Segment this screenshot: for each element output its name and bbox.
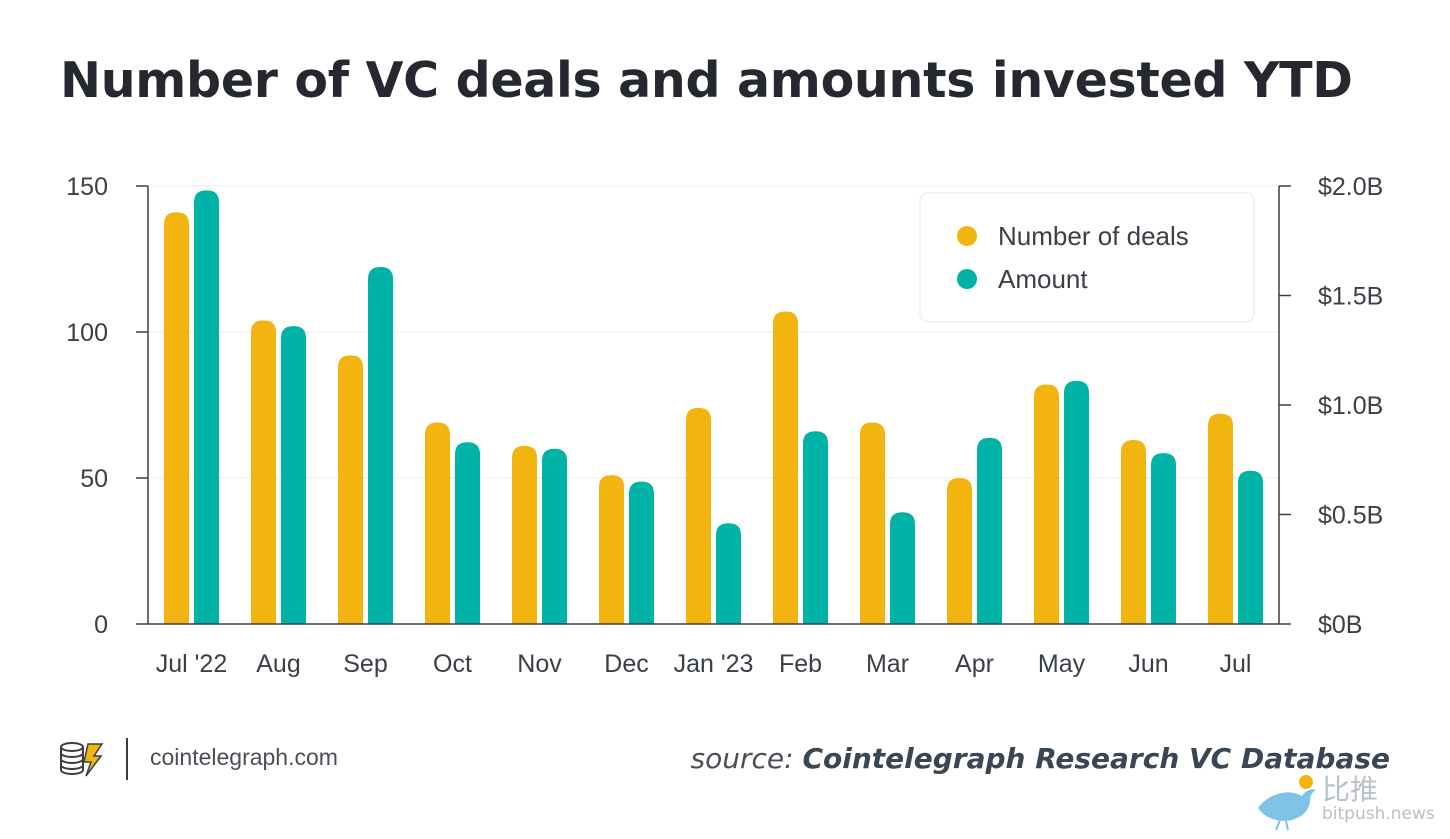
source-name: Cointelegraph Research VC Database <box>802 742 1390 775</box>
bar-amount <box>455 442 480 624</box>
x-tick-label: Oct <box>433 650 472 678</box>
bar-number-of-deals <box>425 422 450 624</box>
bar-number-of-deals <box>860 422 885 624</box>
bar-number-of-deals <box>164 212 189 624</box>
legend: Number of deals Amount <box>919 192 1255 323</box>
y-left-tick-label: 0 <box>94 611 108 639</box>
bar-number-of-deals <box>251 320 276 624</box>
legend-label: Amount <box>998 264 1088 294</box>
coin-stack-lightning-icon <box>60 742 104 777</box>
chart-title: Number of VC deals and amounts invested … <box>60 52 1353 109</box>
x-tick-label: Sep <box>343 650 387 678</box>
gridlines <box>148 185 1279 479</box>
watermark-text: 比推 <box>1322 773 1379 806</box>
bar-number-of-deals <box>686 407 711 624</box>
bar-amount <box>1064 380 1089 624</box>
bar-amount <box>1238 470 1263 624</box>
bar-amount <box>194 190 219 624</box>
x-tick-label: May <box>1038 650 1086 678</box>
x-tick-label: Jun <box>1128 650 1168 678</box>
x-tick-label: Jan '23 <box>674 650 754 678</box>
bar-number-of-deals <box>599 475 624 624</box>
x-tick-label: Dec <box>604 650 648 678</box>
legend-label: Number of deals <box>998 221 1189 251</box>
footer-divider <box>126 738 128 780</box>
source-prefix: source: <box>690 742 794 775</box>
bar-number-of-deals <box>1208 413 1233 624</box>
bar-amount <box>542 448 567 624</box>
x-tick-label: Aug <box>256 650 300 678</box>
bar-number-of-deals <box>773 311 798 624</box>
bar-amount <box>281 326 306 624</box>
y-right-tick-label: $1.0B <box>1318 392 1383 420</box>
bar-number-of-deals <box>947 478 972 624</box>
bar-amount <box>716 523 741 624</box>
bar-amount <box>1151 453 1176 624</box>
bar-number-of-deals <box>338 355 363 624</box>
x-tick-label: Jul '22 <box>156 650 227 678</box>
y-right-tick-label: $1.5B <box>1318 283 1383 311</box>
x-tick-label: Apr <box>955 650 994 678</box>
bar-amount <box>629 481 654 624</box>
x-tick-label: Feb <box>779 650 822 678</box>
watermark-url: bitpush.news <box>1322 804 1435 824</box>
bar-amount <box>803 431 828 624</box>
y-left-tick-label: 100 <box>66 319 108 347</box>
x-tick-label: Mar <box>866 650 909 678</box>
bird-icon <box>1258 775 1316 831</box>
bar-number-of-deals <box>512 445 537 624</box>
y-right-tick-label: $0B <box>1318 611 1362 639</box>
bar-amount <box>890 512 915 624</box>
legend-box <box>919 192 1255 323</box>
bar-number-of-deals <box>1034 384 1059 624</box>
bar-amount <box>368 267 393 624</box>
bars <box>164 190 1263 624</box>
bar-amount <box>977 437 1002 624</box>
y-left-tick-label: 150 <box>66 173 108 201</box>
x-tick-label: Nov <box>517 650 562 678</box>
x-tick-label: Jul <box>1220 650 1252 678</box>
legend-swatch <box>957 226 977 246</box>
bar-number-of-deals <box>1121 440 1146 624</box>
legend-swatch <box>957 269 977 289</box>
y-left-tick-label: 50 <box>80 465 108 493</box>
y-right-tick-label: $0.5B <box>1318 502 1383 530</box>
source-line: source: Cointelegraph Research VC Databa… <box>691 742 1390 775</box>
axes: Jul '22 Aug Sep Oct Nov Dec Jan '23 Feb Mar Apr Ma… <box>66 173 1383 678</box>
y-right-tick-label: $2.0B <box>1318 173 1383 201</box>
footer-site: cointelegraph.com <box>150 744 338 770</box>
